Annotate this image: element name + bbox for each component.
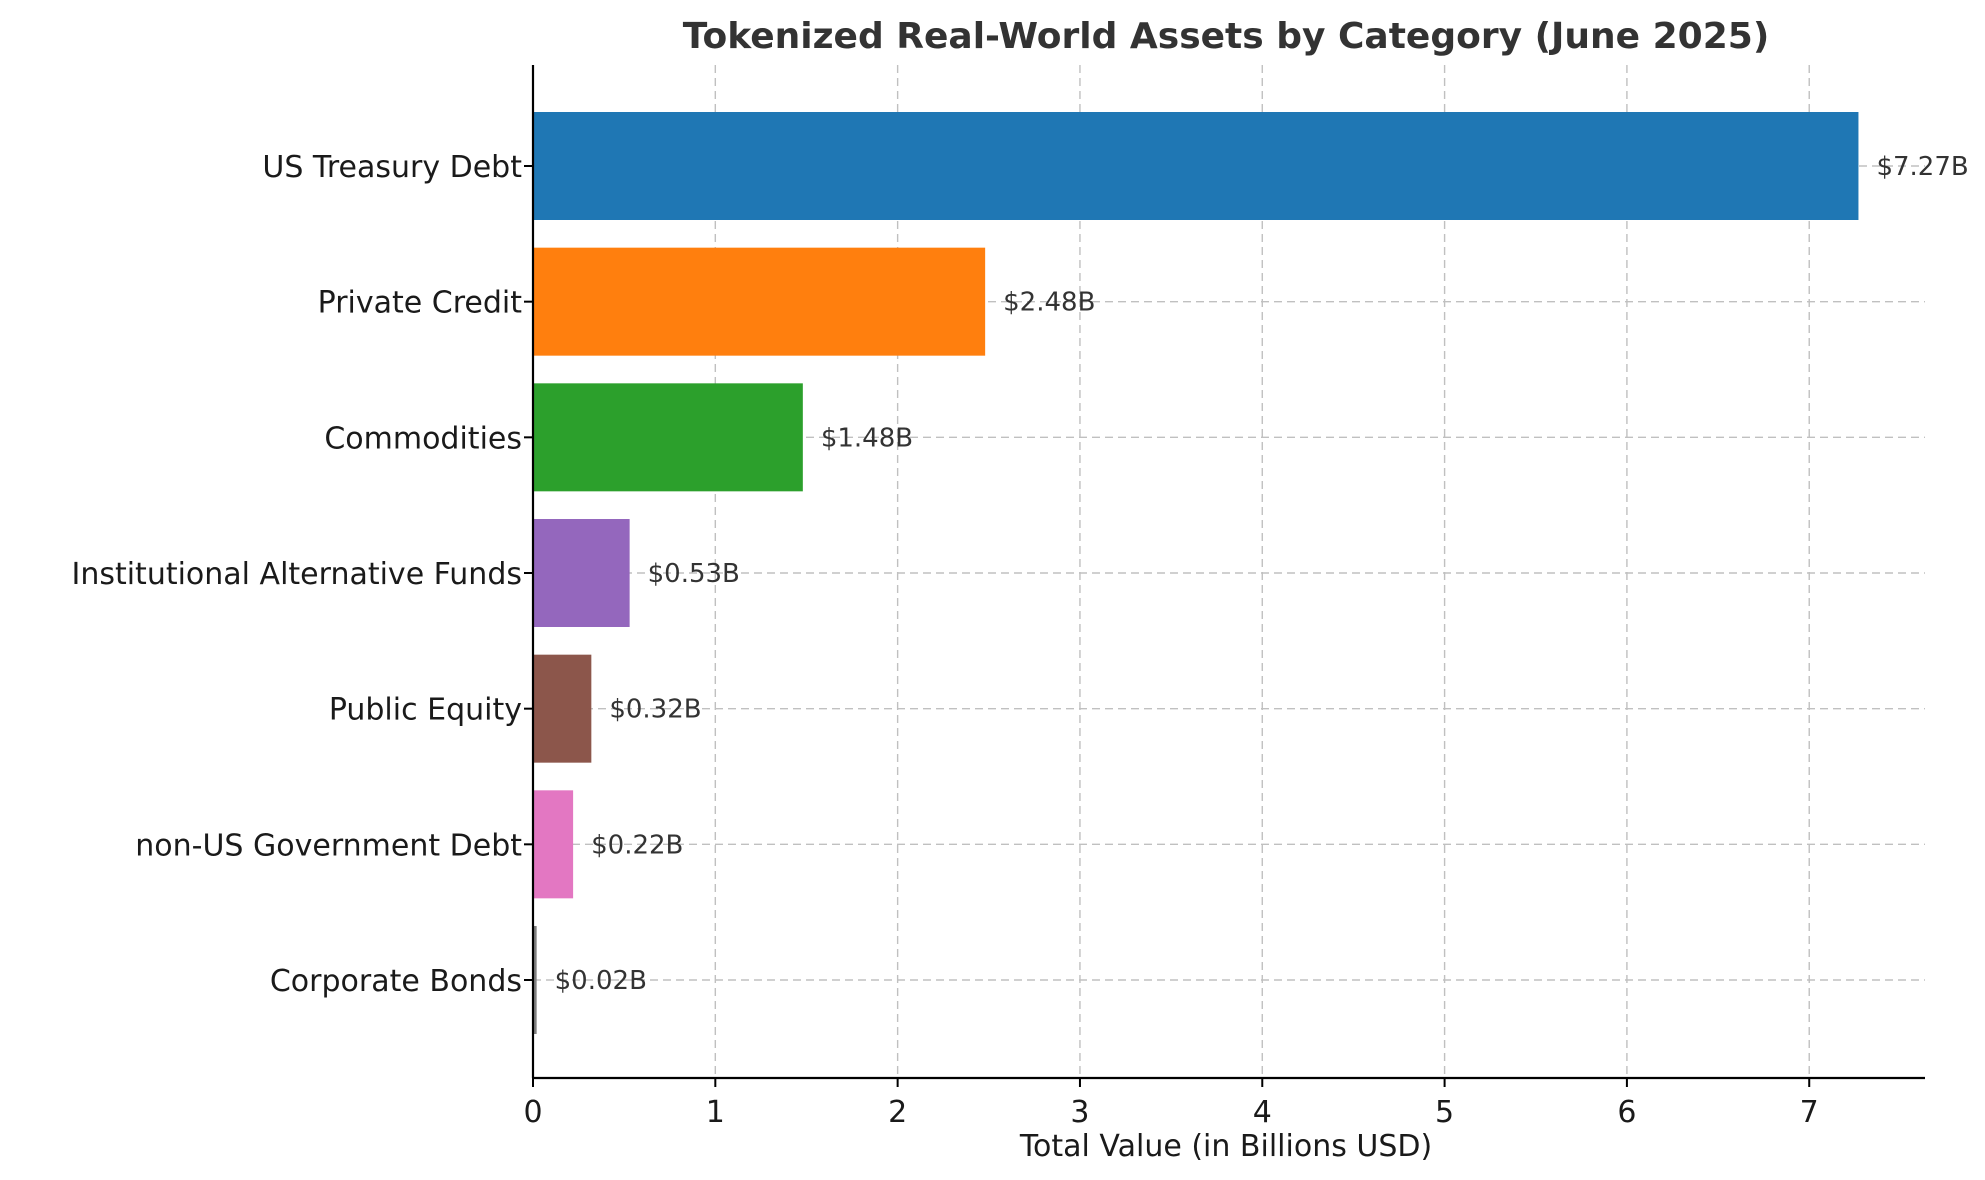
bars	[533, 112, 1859, 1034]
bar	[533, 519, 630, 627]
x-tick-label: 1	[706, 1095, 725, 1130]
labels: 0 1 2 3 4 5 6 7 US Treasury Debt $7.27B Private Cr…	[71, 150, 1968, 1130]
grid-lines	[533, 65, 1925, 1078]
category-label: Public Equity	[329, 693, 522, 728]
x-tick-label: 5	[1435, 1095, 1454, 1130]
data-label: $1.48B	[821, 423, 913, 453]
data-label: $0.22B	[591, 830, 683, 860]
chart-title: Tokenized Real-World Assets by Category …	[683, 16, 1770, 57]
x-tick-label: 2	[888, 1095, 907, 1130]
x-tick-label: 7	[1800, 1095, 1819, 1130]
bar	[533, 247, 986, 356]
data-label: $2.48B	[1003, 288, 1095, 318]
category-label: Corporate Bonds	[270, 964, 522, 999]
bar	[533, 790, 574, 899]
bar	[533, 654, 592, 763]
category-label: US Treasury Debt	[262, 150, 522, 185]
x-axis-label: Total Value (in Billions USD)	[1019, 1129, 1432, 1164]
x-tick-label: 6	[1617, 1095, 1636, 1130]
bar	[533, 383, 803, 492]
bar	[533, 112, 1859, 220]
category-label: non-US Government Debt	[135, 828, 522, 863]
data-label: $0.53B	[648, 559, 740, 589]
axes	[524, 65, 1925, 1087]
x-tick-label: 3	[1070, 1095, 1089, 1130]
x-tick-label: 4	[1253, 1095, 1272, 1130]
category-label: Private Credit	[318, 286, 523, 321]
data-label: $0.32B	[609, 695, 701, 725]
category-label: Commodities	[324, 421, 522, 456]
x-tick-label: 0	[523, 1095, 542, 1130]
category-label: Institutional Alternative Funds	[71, 557, 522, 592]
data-label: $0.02B	[555, 966, 647, 996]
bar	[533, 926, 537, 1034]
data-label: $7.27B	[1876, 152, 1968, 182]
